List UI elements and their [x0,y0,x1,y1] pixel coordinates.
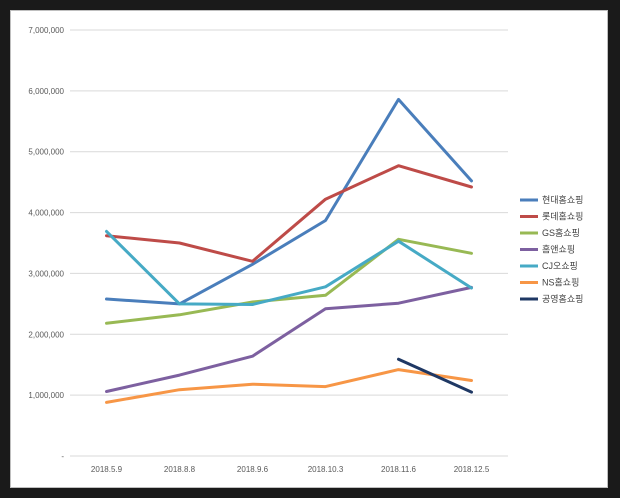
legend-label-2: GS홈쇼핑 [542,227,580,238]
series-line-1 [105,164,473,263]
y-tick-label-5: 5,000,000 [28,148,64,157]
y-tick-label-4: 4,000,000 [28,209,64,218]
legend-label-3: 홈앤쇼핑 [542,244,575,255]
legend-label-5: NS홈쇼핑 [542,277,579,288]
legend-label-6: 공영홈쇼핑 [542,293,583,304]
y-tick-label-1: 1,000,000 [28,391,64,400]
x-tick-label-1: 2018.8.8 [164,465,196,474]
chart-frame [10,10,608,488]
series-line-0 [105,97,473,306]
x-tick-label-4: 2018.11.6 [381,465,417,474]
series-line-2 [105,237,473,325]
series-line-3 [105,285,473,393]
x-tick-label-0: 2018.5.9 [91,465,123,474]
y-tick-label-7: 7,000,000 [28,26,64,35]
y-tick-label-0: - [61,452,64,461]
legend-label-4: CJ오쇼핑 [542,261,578,271]
y-tick-label-3: 3,000,000 [28,269,64,278]
series-line-6 [397,357,473,394]
y-tick-label-2: 2,000,000 [28,330,64,339]
legend-label-0: 현대홈쇼핑 [542,194,583,205]
y-tick-label-6: 6,000,000 [28,87,64,96]
x-tick-label-2: 2018.9.6 [237,465,269,474]
series-line-4 [105,229,473,306]
legend-label-1: 롯데홈쇼핑 [542,211,583,222]
x-tick-label-3: 2018.10.3 [308,465,344,474]
x-tick-label-5: 2018.12.5 [454,465,490,474]
series-line-5 [105,368,473,404]
